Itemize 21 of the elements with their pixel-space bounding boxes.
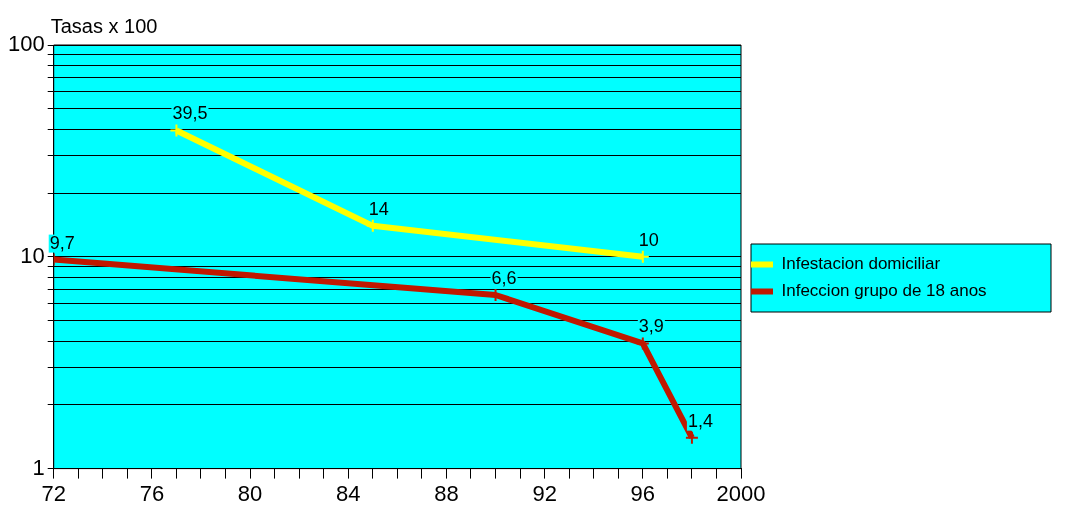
x-tick-label: 88 bbox=[434, 480, 459, 506]
y-axis-title: Tasas x 100 bbox=[50, 14, 158, 37]
y-tick-label: 10 bbox=[20, 242, 45, 268]
data-label: 10 bbox=[638, 229, 659, 250]
data-label: 14 bbox=[368, 198, 389, 219]
x-tick-label: 72 bbox=[41, 480, 66, 506]
legend-label: Infestacion domiciliar bbox=[781, 254, 941, 274]
x-tick-label: 76 bbox=[139, 480, 165, 506]
x-tick-label: 2000 bbox=[716, 480, 766, 506]
legend-label: Infeccion grupo de 18 anos bbox=[781, 281, 987, 301]
data-label: 3,9 bbox=[638, 316, 664, 337]
data-label: 9,7 bbox=[49, 232, 75, 253]
x-tick-label: 84 bbox=[336, 480, 361, 506]
y-tick-label: 100 bbox=[7, 31, 45, 57]
data-label: 6,6 bbox=[491, 267, 517, 288]
y-tick-label: 1 bbox=[32, 454, 45, 480]
data-label: 1,4 bbox=[687, 410, 713, 431]
data-label: 39,5 bbox=[172, 103, 208, 124]
x-tick-label: 96 bbox=[630, 480, 656, 506]
x-tick-label: 80 bbox=[237, 480, 263, 506]
x-tick-label: 92 bbox=[532, 480, 557, 506]
